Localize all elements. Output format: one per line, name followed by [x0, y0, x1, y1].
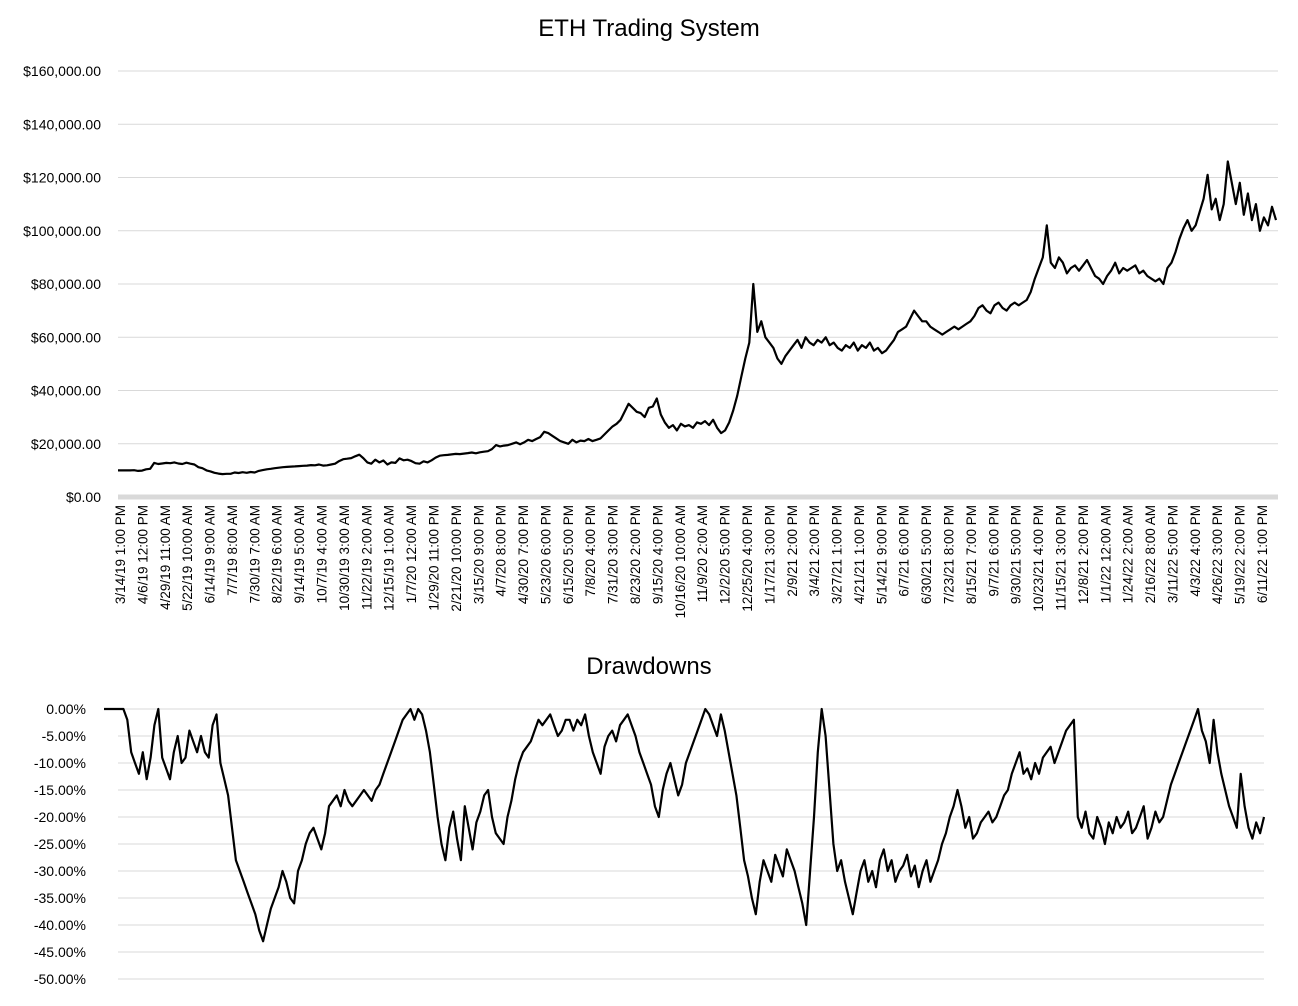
equity-series-line: [118, 160, 1278, 476]
drawdown-y-tick-label: -15.00%: [34, 782, 86, 798]
equity-x-tick-label: 3/27/21 1:00 PM: [830, 505, 845, 604]
equity-y-tick-label: $120,000.00: [23, 170, 101, 186]
equity-x-tick-label: 8/15/21 7:00 PM: [964, 505, 979, 604]
equity-x-tick-label: 9/14/19 5:00 AM: [292, 505, 307, 603]
equity-x-tick-label: 5/14/21 9:00 PM: [874, 505, 889, 604]
equity-x-tick-label: 12/8/21 2:00 PM: [1076, 505, 1091, 604]
equity-x-tick-label: 4/7/20 8:00 PM: [494, 505, 509, 597]
equity-y-tick-label: $160,000.00: [23, 63, 101, 79]
equity-x-tick-label: 6/11/22 1:00 PM: [1255, 505, 1270, 603]
equity-x-tick-label: 10/7/19 4:00 AM: [315, 505, 330, 603]
equity-y-tick-label: $80,000.00: [31, 276, 101, 292]
equity-x-tick-label: 5/19/22 2:00 PM: [1233, 505, 1248, 604]
equity-x-tick-label: 3/15/20 9:00 PM: [471, 505, 486, 604]
equity-x-tick-label: 10/16/20 10:00 AM: [673, 505, 688, 618]
drawdown-gridlines: [118, 708, 1264, 980]
drawdown-y-axis-labels: 0.00% -5.00% -10.00% -15.00% -20.00% -25.00% -…: [34, 701, 86, 987]
drawdown-chart: Drawdowns 0.00% -5.00% -10.00% -15.00% -20.0…: [34, 653, 1266, 987]
drawdown-y-tick-label: -5.00%: [42, 728, 86, 744]
equity-x-tick-label: 7/8/20 4:00 PM: [583, 505, 598, 597]
equity-x-tick-label: 1/29/20 11:00 PM: [426, 505, 441, 611]
equity-y-tick-label: $100,000.00: [23, 223, 101, 239]
equity-chart-title: ETH Trading System: [538, 15, 759, 42]
equity-x-tick-label: 11/9/20 2:00 AM: [695, 505, 710, 602]
equity-x-tick-label: 2/16/22 8:00 AM: [1143, 505, 1158, 603]
equity-x-tick-label: 6/15/20 5:00 PM: [561, 505, 576, 604]
equity-x-tick-label: 5/22/19 10:00 AM: [180, 505, 195, 611]
equity-x-tick-label: 9/7/21 6:00 PM: [986, 505, 1001, 597]
equity-x-tick-label: 3/11/22 5:00 PM: [1165, 505, 1180, 603]
drawdown-y-tick-label: -30.00%: [34, 863, 86, 879]
equity-x-tick-label: 6/7/21 6:00 PM: [897, 505, 912, 597]
equity-x-tick-label: 7/23/21 8:00 PM: [942, 505, 957, 604]
equity-x-tick-label: 4/3/22 4:00 PM: [1188, 505, 1203, 597]
equity-x-tick-label: 6/30/21 5:00 PM: [919, 505, 934, 604]
equity-y-tick-label: $60,000.00: [31, 329, 101, 345]
equity-x-tick-label: 4/29/19 11:00 AM: [158, 505, 173, 610]
equity-x-tick-label: 10/30/19 3:00 AM: [337, 505, 352, 611]
equity-x-tick-label: 10/23/21 4:00 PM: [1031, 505, 1046, 612]
drawdown-y-tick-label: -25.00%: [34, 836, 86, 852]
equity-x-tick-label: 12/2/20 5:00 PM: [718, 505, 733, 604]
equity-x-tick-label: 7/7/19 8:00 AM: [225, 505, 240, 596]
equity-x-tick-label: 11/22/19 2:00 AM: [359, 505, 374, 610]
equity-y-tick-label: $20,000.00: [31, 436, 101, 452]
drawdown-y-tick-label: -40.00%: [34, 917, 86, 933]
equity-x-tick-label: 9/15/20 4:00 PM: [650, 505, 665, 604]
equity-x-tick-label: 1/24/22 2:00 AM: [1121, 505, 1136, 603]
equity-x-tick-label: 3/4/21 2:00 PM: [807, 505, 822, 597]
equity-x-tick-label: 1/7/20 12:00 AM: [404, 505, 419, 603]
equity-y-tick-label: $0.00: [66, 489, 101, 505]
equity-x-tick-label: 8/23/20 2:00 PM: [628, 505, 643, 604]
drawdown-y-tick-label: 0.00%: [46, 701, 86, 717]
equity-x-tick-label: 4/6/19 12:00 PM: [135, 505, 150, 604]
drawdown-y-tick-label: -10.00%: [34, 755, 86, 771]
equity-x-tick-label: 3/14/19 1:00 PM: [113, 505, 128, 604]
drawdown-y-tick-label: -45.00%: [34, 944, 86, 960]
drawdown-chart-title: Drawdowns: [586, 653, 711, 680]
equity-x-tick-label: 8/22/19 6:00 AM: [270, 505, 285, 603]
equity-y-tick-label: $40,000.00: [31, 383, 101, 399]
equity-x-tick-label: 4/30/20 7:00 PM: [516, 505, 531, 604]
equity-y-tick-label: $140,000.00: [23, 116, 101, 132]
equity-x-tick-label: 2/9/21 2:00 PM: [785, 505, 800, 597]
drawdown-y-tick-label: -50.00%: [34, 971, 86, 987]
drawdown-series-line: [104, 707, 1266, 943]
equity-y-axis-labels: $0.00 $20,000.00 $40,000.00 $60,000.00 $80,0…: [23, 63, 101, 505]
drawdown-y-tick-label: -20.00%: [34, 809, 86, 825]
equity-x-tick-label: 12/15/19 1:00 AM: [382, 505, 397, 611]
equity-x-tick-label: 1/17/21 3:00 PM: [762, 505, 777, 604]
equity-x-tick-label: 4/21/21 1:00 PM: [852, 505, 867, 604]
equity-series-group: [118, 160, 1278, 476]
equity-x-tick-label: 2/21/20 10:00 PM: [449, 505, 464, 612]
equity-chart: ETH Trading System $0.00 $20,000.00 $40,00…: [23, 15, 1278, 618]
equity-x-tick-label: 9/30/21 5:00 PM: [1009, 505, 1024, 604]
equity-x-tick-label: 5/23/20 6:00 PM: [538, 505, 553, 604]
equity-x-tick-label: 4/26/22 3:00 PM: [1210, 505, 1225, 604]
equity-x-tick-label: 11/15/21 3:00 PM: [1053, 505, 1068, 611]
equity-x-axis-labels: 3/14/19 1:00 PM 4/6/19 12:00 PM 4/29/19 11…: [113, 505, 1270, 618]
equity-x-tick-label: 7/30/19 7:00 AM: [247, 505, 262, 603]
equity-x-tick-label: 12/25/20 4:00 PM: [740, 505, 755, 612]
equity-x-tick-label: 7/31/20 3:00 PM: [606, 505, 621, 604]
drawdown-y-tick-label: -35.00%: [34, 890, 86, 906]
drawdown-series-group: [104, 707, 1266, 943]
equity-x-tick-label: 6/14/19 9:00 AM: [203, 505, 218, 603]
equity-x-tick-label: 1/1/22 12:00 AM: [1098, 505, 1113, 603]
equity-gridlines: [118, 70, 1278, 500]
